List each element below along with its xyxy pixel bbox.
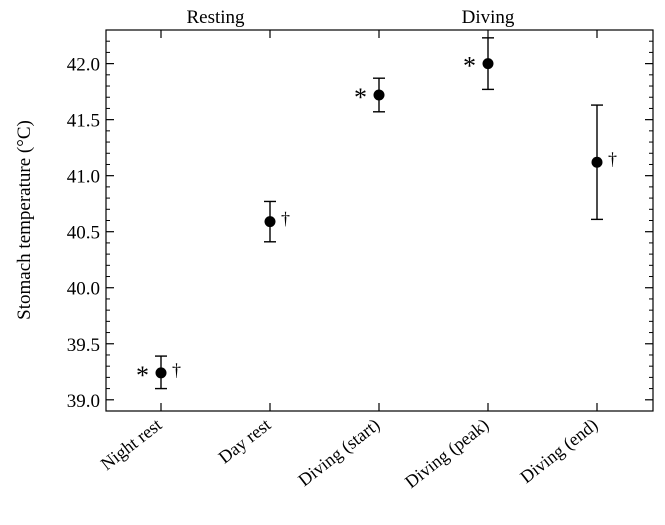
group-label: Diving xyxy=(462,7,515,28)
y-axis: 39.0 39.5 40.0 40.5 41.0 41.5 42.0 xyxy=(67,40,653,412)
significance-mark-left: * xyxy=(136,361,149,390)
y-tick-label: 42.0 xyxy=(67,55,100,76)
y-tick-label: 41.5 xyxy=(67,111,100,132)
data-point-group: * xyxy=(463,37,494,91)
data-point-group: * † xyxy=(136,355,181,390)
data-points: * ††**† xyxy=(136,37,617,390)
y-tick-label: 40.0 xyxy=(67,279,100,300)
data-point-group: † xyxy=(264,200,290,243)
group-label: Resting xyxy=(186,7,245,28)
significance-mark-right: † xyxy=(281,209,290,229)
x-tick-label: Day rest xyxy=(214,414,274,467)
data-point xyxy=(373,89,385,101)
x-tick-label: Night rest xyxy=(97,414,166,474)
significance-mark-right: † xyxy=(172,360,181,380)
data-point xyxy=(591,156,603,168)
group-labels: Resting Diving xyxy=(186,7,514,28)
x-axis: Night rest Day rest Diving (start) Diving (… xyxy=(97,30,602,493)
y-tick-label: 41.0 xyxy=(67,167,100,188)
y-tick-label: 40.5 xyxy=(67,223,100,244)
y-tick-label: 39.5 xyxy=(67,335,100,356)
x-tick-label: Diving (start) xyxy=(294,414,384,491)
y-tick-label: 39.0 xyxy=(67,391,100,412)
x-tick-label: Diving (end) xyxy=(516,414,602,487)
significance-mark-left: * xyxy=(354,83,367,112)
data-point xyxy=(264,216,276,228)
data-point xyxy=(482,58,494,70)
data-point-group: * xyxy=(354,77,385,113)
significance-mark-left: * xyxy=(463,52,476,81)
y-axis-label: Stomach temperature (°C) xyxy=(14,120,35,320)
data-point-group: † xyxy=(591,104,617,221)
x-tick-label: Diving (peak) xyxy=(401,414,493,492)
significance-mark-right: † xyxy=(608,149,617,169)
data-point xyxy=(155,367,167,379)
